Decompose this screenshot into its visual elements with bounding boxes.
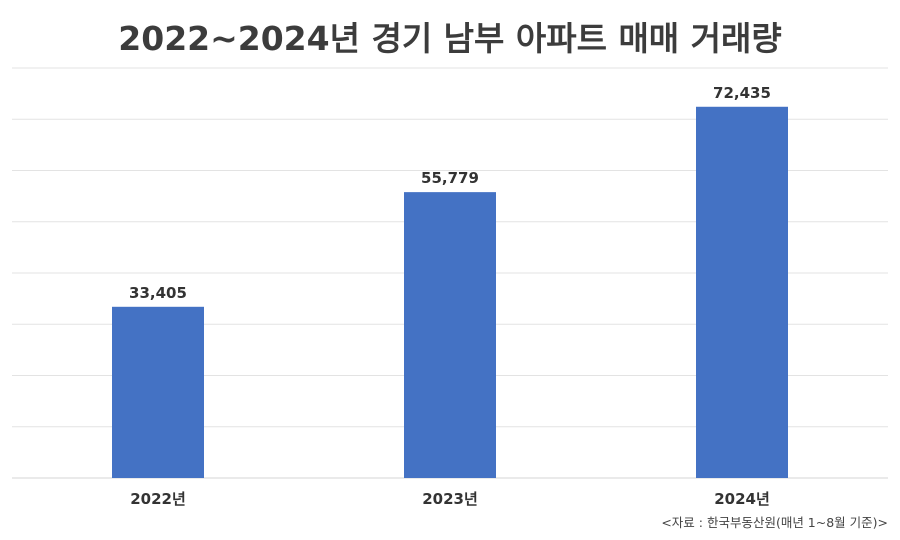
x-axis-labels: 2022년 2023년 2024년 (130, 490, 770, 508)
value-labels: 33,405 55,779 72,435 (129, 84, 771, 302)
bar-2024년 (696, 106, 788, 478)
source-note: <자료 : 한국부동산원(매년 1~8월 기준)> (661, 515, 888, 530)
x-tick-label: 2022년 (130, 490, 186, 508)
bars (112, 106, 788, 478)
x-tick-label: 2024년 (714, 490, 770, 508)
x-tick-label: 2023년 (422, 490, 478, 508)
chart-title: 2022~2024년 경기 남부 아파트 매매 거래량 (118, 19, 782, 58)
value-label: 55,779 (421, 169, 479, 187)
value-label: 33,405 (129, 284, 187, 302)
value-label: 72,435 (713, 84, 771, 102)
bar-2022년 (112, 306, 204, 478)
bar-2023년 (404, 192, 496, 478)
